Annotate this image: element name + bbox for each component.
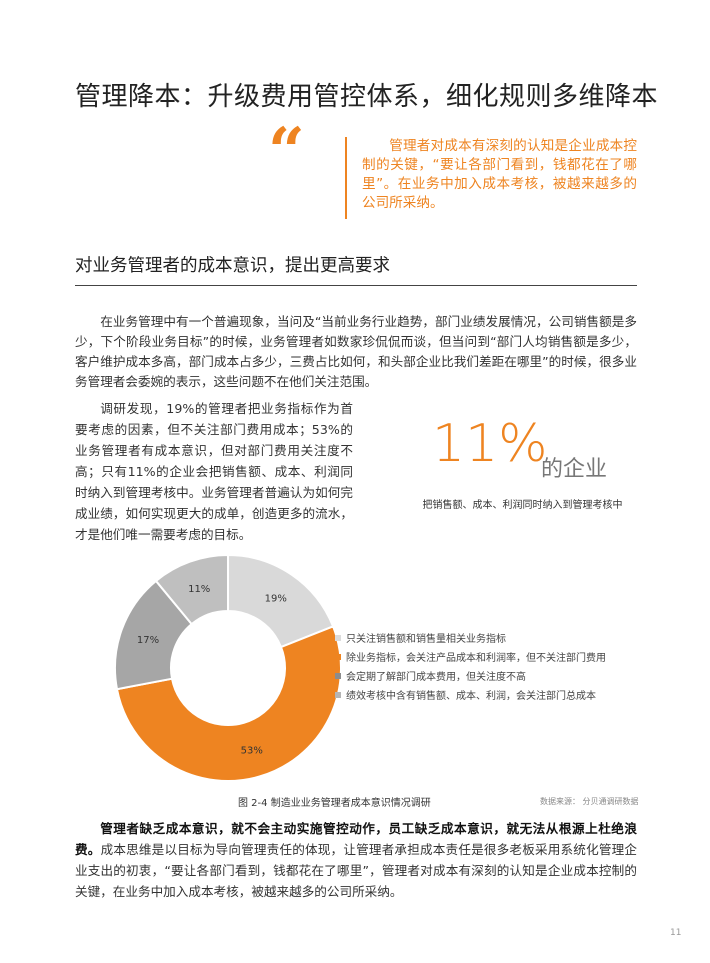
legend-label: 会定期了解部门成本费用，但关注度不高 [346, 672, 526, 683]
legend-swatch [335, 691, 341, 698]
paragraph-2: 调研发现，19%的管理者把业务指标作为首要考虑的因素，但不关注部门费用成本；53… [75, 401, 353, 542]
quote-mark-icon: “ [268, 114, 305, 189]
donut-slice [115, 625, 342, 782]
legend-label: 除业务指标，会关注产品成本和利润率，但不关注部门费用 [346, 653, 606, 664]
highlight-caption: 把销售额、成本、利润同时纳入到管理考核中 [422, 500, 623, 511]
donut-chart: 19% 53% 17% 11% [114, 553, 342, 782]
highlight-value: 11% [432, 414, 548, 474]
section-heading: 对业务管理者的成本意识，提出更高要求 [75, 256, 390, 276]
legend-label: 绩效考核中含有销售额、成本、利润，会关注部门总成本 [346, 691, 596, 702]
figure-caption: 图 2-4 制造业业务管理者成本意识情况调研 [238, 798, 431, 809]
slice-label: 19% [265, 594, 287, 605]
paragraph-3-text: 成本思维是以目标为导向管理责任的体现，让管理者承担成本责任是很多老板采用系统化管… [75, 842, 638, 899]
legend-swatch [335, 653, 341, 660]
slice-label: 53% [241, 746, 263, 757]
pull-quote: 管理者对成本有深刻的认知是企业成本控制的关键，“要让各部门看到，钱都花在了哪里”… [362, 138, 637, 211]
legend-swatch [335, 672, 341, 679]
paragraph-3-bold: 管理者缺乏成本意识，就不会主动实施管控动作，员工缺乏成本意识，就无法从根源上杜绝… [75, 821, 637, 857]
slice-label: 17% [137, 635, 159, 646]
paragraph-1: 在业务管理中有一个普遍现象，当问及“当前业务行业趋势，部门业绩发展情况，公司销售… [75, 314, 637, 389]
legend-item: 除业务指标，会关注产品成本和利润率，但不关注部门费用 [335, 647, 606, 666]
quote-divider [345, 137, 347, 219]
page-number: 11 [670, 928, 682, 938]
donut-slice [154, 553, 229, 626]
highlight-suffix: 的企业 [541, 457, 608, 482]
legend-label: 只关注销售额和销售量相关业务指标 [346, 634, 506, 645]
legend-swatch [335, 634, 341, 641]
slice-label: 11% [188, 584, 210, 595]
legend-item: 会定期了解部门成本费用，但关注度不高 [335, 666, 606, 685]
chart-legend: 只关注销售额和销售量相关业务指标 除业务指标，会关注产品成本和利润率，但不关注部… [335, 628, 606, 704]
legend-item: 绩效考核中含有销售额、成本、利润，会关注部门总成本 [335, 685, 606, 704]
donut-slice [227, 553, 335, 649]
data-source: 数据来源： 分贝通调研数据 [540, 797, 639, 806]
page-title: 管理降本：升级费用管控体系，细化规则多维降本 [75, 82, 659, 112]
legend-item: 只关注销售额和销售量相关业务指标 [335, 628, 606, 647]
paragraph-3: 管理者缺乏成本意识，就不会主动实施管控动作，员工缺乏成本意识，就无法从根源上杜绝… [75, 818, 637, 902]
section-rule [75, 285, 637, 286]
